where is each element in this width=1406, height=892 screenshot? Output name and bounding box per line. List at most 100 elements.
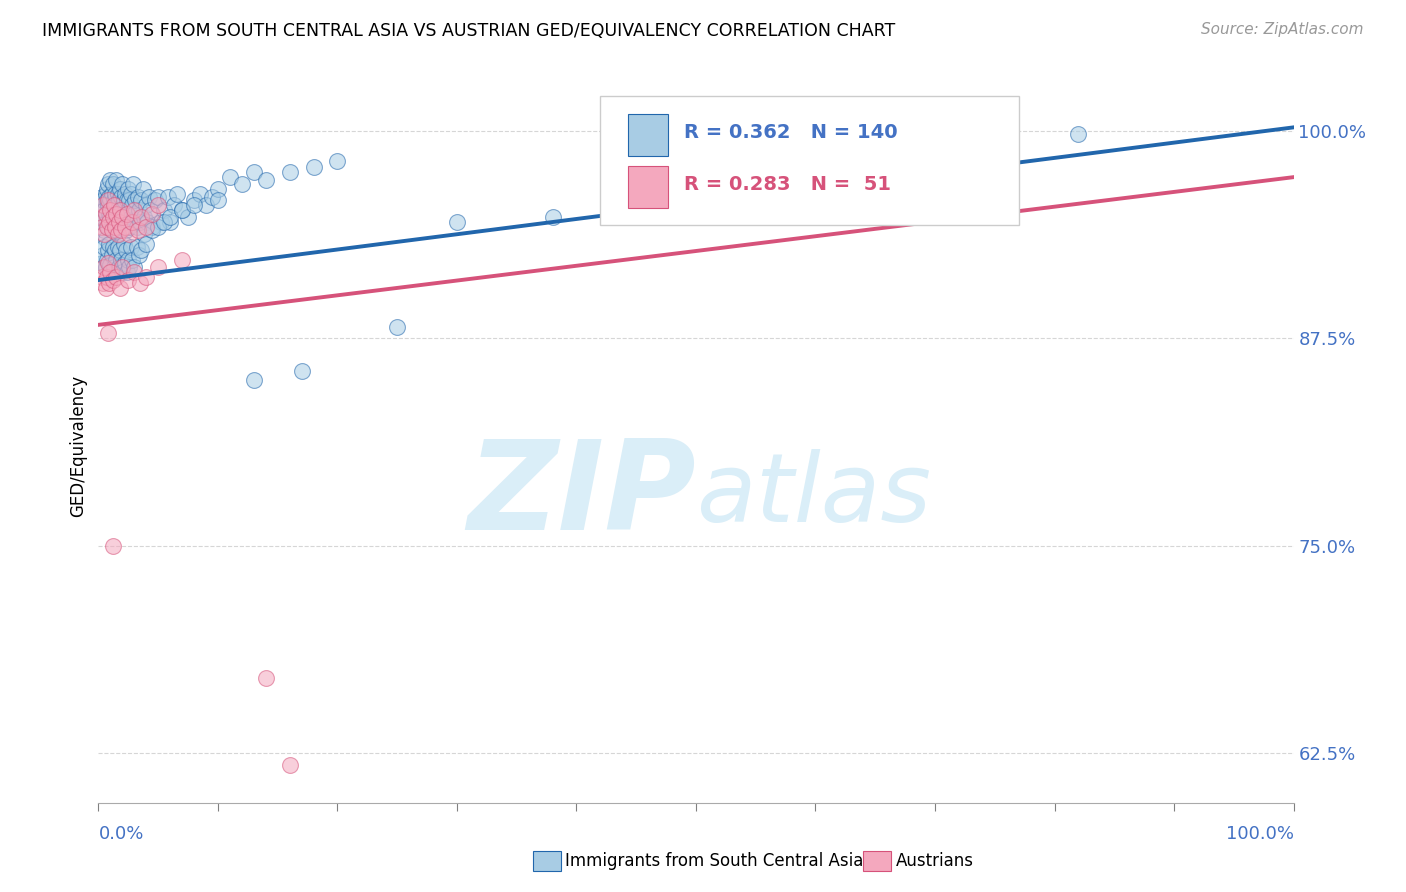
Text: 100.0%: 100.0% [1226,825,1294,843]
Point [98,194,122,208]
Point [115,265,138,279]
Point [97,219,120,234]
Point [114,186,136,201]
Point [148,198,170,212]
Point [326,153,349,168]
Y-axis label: GED/Equivalency: GED/Equivalency [69,375,87,517]
Point [107,215,129,229]
Point [141,219,163,234]
Point [107,227,129,241]
Point [139,203,162,218]
Point [188,186,211,201]
Point [93,240,115,254]
Point [94,281,117,295]
Point [91,210,114,224]
Text: Immigrants from South Central Asia: Immigrants from South Central Asia [565,852,863,870]
Point [135,269,157,284]
Point [129,215,152,229]
Point [110,190,132,204]
Point [115,207,138,221]
Point [117,253,139,268]
Point [111,177,134,191]
Point [132,227,155,241]
Point [118,260,141,274]
Point [159,215,181,229]
Point [98,215,121,229]
Point [104,219,127,234]
Point [183,194,205,208]
Point [207,194,229,208]
Point [172,253,194,268]
Point [104,243,127,257]
Point [111,210,134,224]
Point [91,190,114,204]
Point [107,215,129,229]
Point [100,223,122,237]
Point [105,269,128,284]
Point [1067,127,1090,141]
Point [98,236,121,251]
Point [131,210,153,224]
Point [101,177,124,191]
Point [108,203,131,218]
Point [108,243,131,257]
Point [135,219,157,234]
Point [136,215,159,229]
Point [278,757,301,772]
Point [97,198,120,212]
Point [385,319,409,334]
Point [122,177,145,191]
Point [93,227,115,241]
Point [111,203,134,218]
Point [118,227,141,241]
Point [105,253,128,268]
FancyBboxPatch shape [628,166,668,208]
Point [541,210,564,224]
Point [105,198,128,212]
Point [254,671,277,685]
Point [121,253,143,268]
Point [132,210,155,224]
Point [127,223,149,237]
Point [131,182,153,196]
Point [94,186,117,201]
Point [97,326,120,340]
Point [90,210,112,224]
Point [243,373,266,387]
FancyBboxPatch shape [628,114,668,156]
Point [96,219,118,234]
Point [107,186,129,201]
Point [91,256,114,270]
Point [97,177,120,191]
Point [103,215,125,229]
Point [117,203,139,218]
Point [112,236,135,251]
Point [120,240,142,254]
Point [91,215,114,229]
Point [103,194,125,208]
Point [110,215,132,229]
Point [177,210,200,224]
Point [117,273,139,287]
Point [112,194,135,208]
Point [107,260,129,274]
Point [114,219,136,234]
Point [231,177,253,191]
Point [94,231,117,245]
Text: R = 0.283   N =  51: R = 0.283 N = 51 [685,175,891,194]
Point [121,215,143,229]
Point [98,277,121,291]
Point [153,215,176,229]
Text: R = 0.362   N = 140: R = 0.362 N = 140 [685,123,897,143]
Point [141,223,163,237]
Point [446,215,468,229]
Point [219,170,242,185]
Point [124,203,146,218]
Point [115,243,138,257]
Point [108,281,131,295]
Point [278,165,301,179]
Point [117,182,139,196]
Text: IMMIGRANTS FROM SOUTH CENTRAL ASIA VS AUSTRIAN GED/EQUIVALENCY CORRELATION CHART: IMMIGRANTS FROM SOUTH CENTRAL ASIA VS AU… [42,22,896,40]
Point [98,203,122,218]
Point [104,186,127,201]
